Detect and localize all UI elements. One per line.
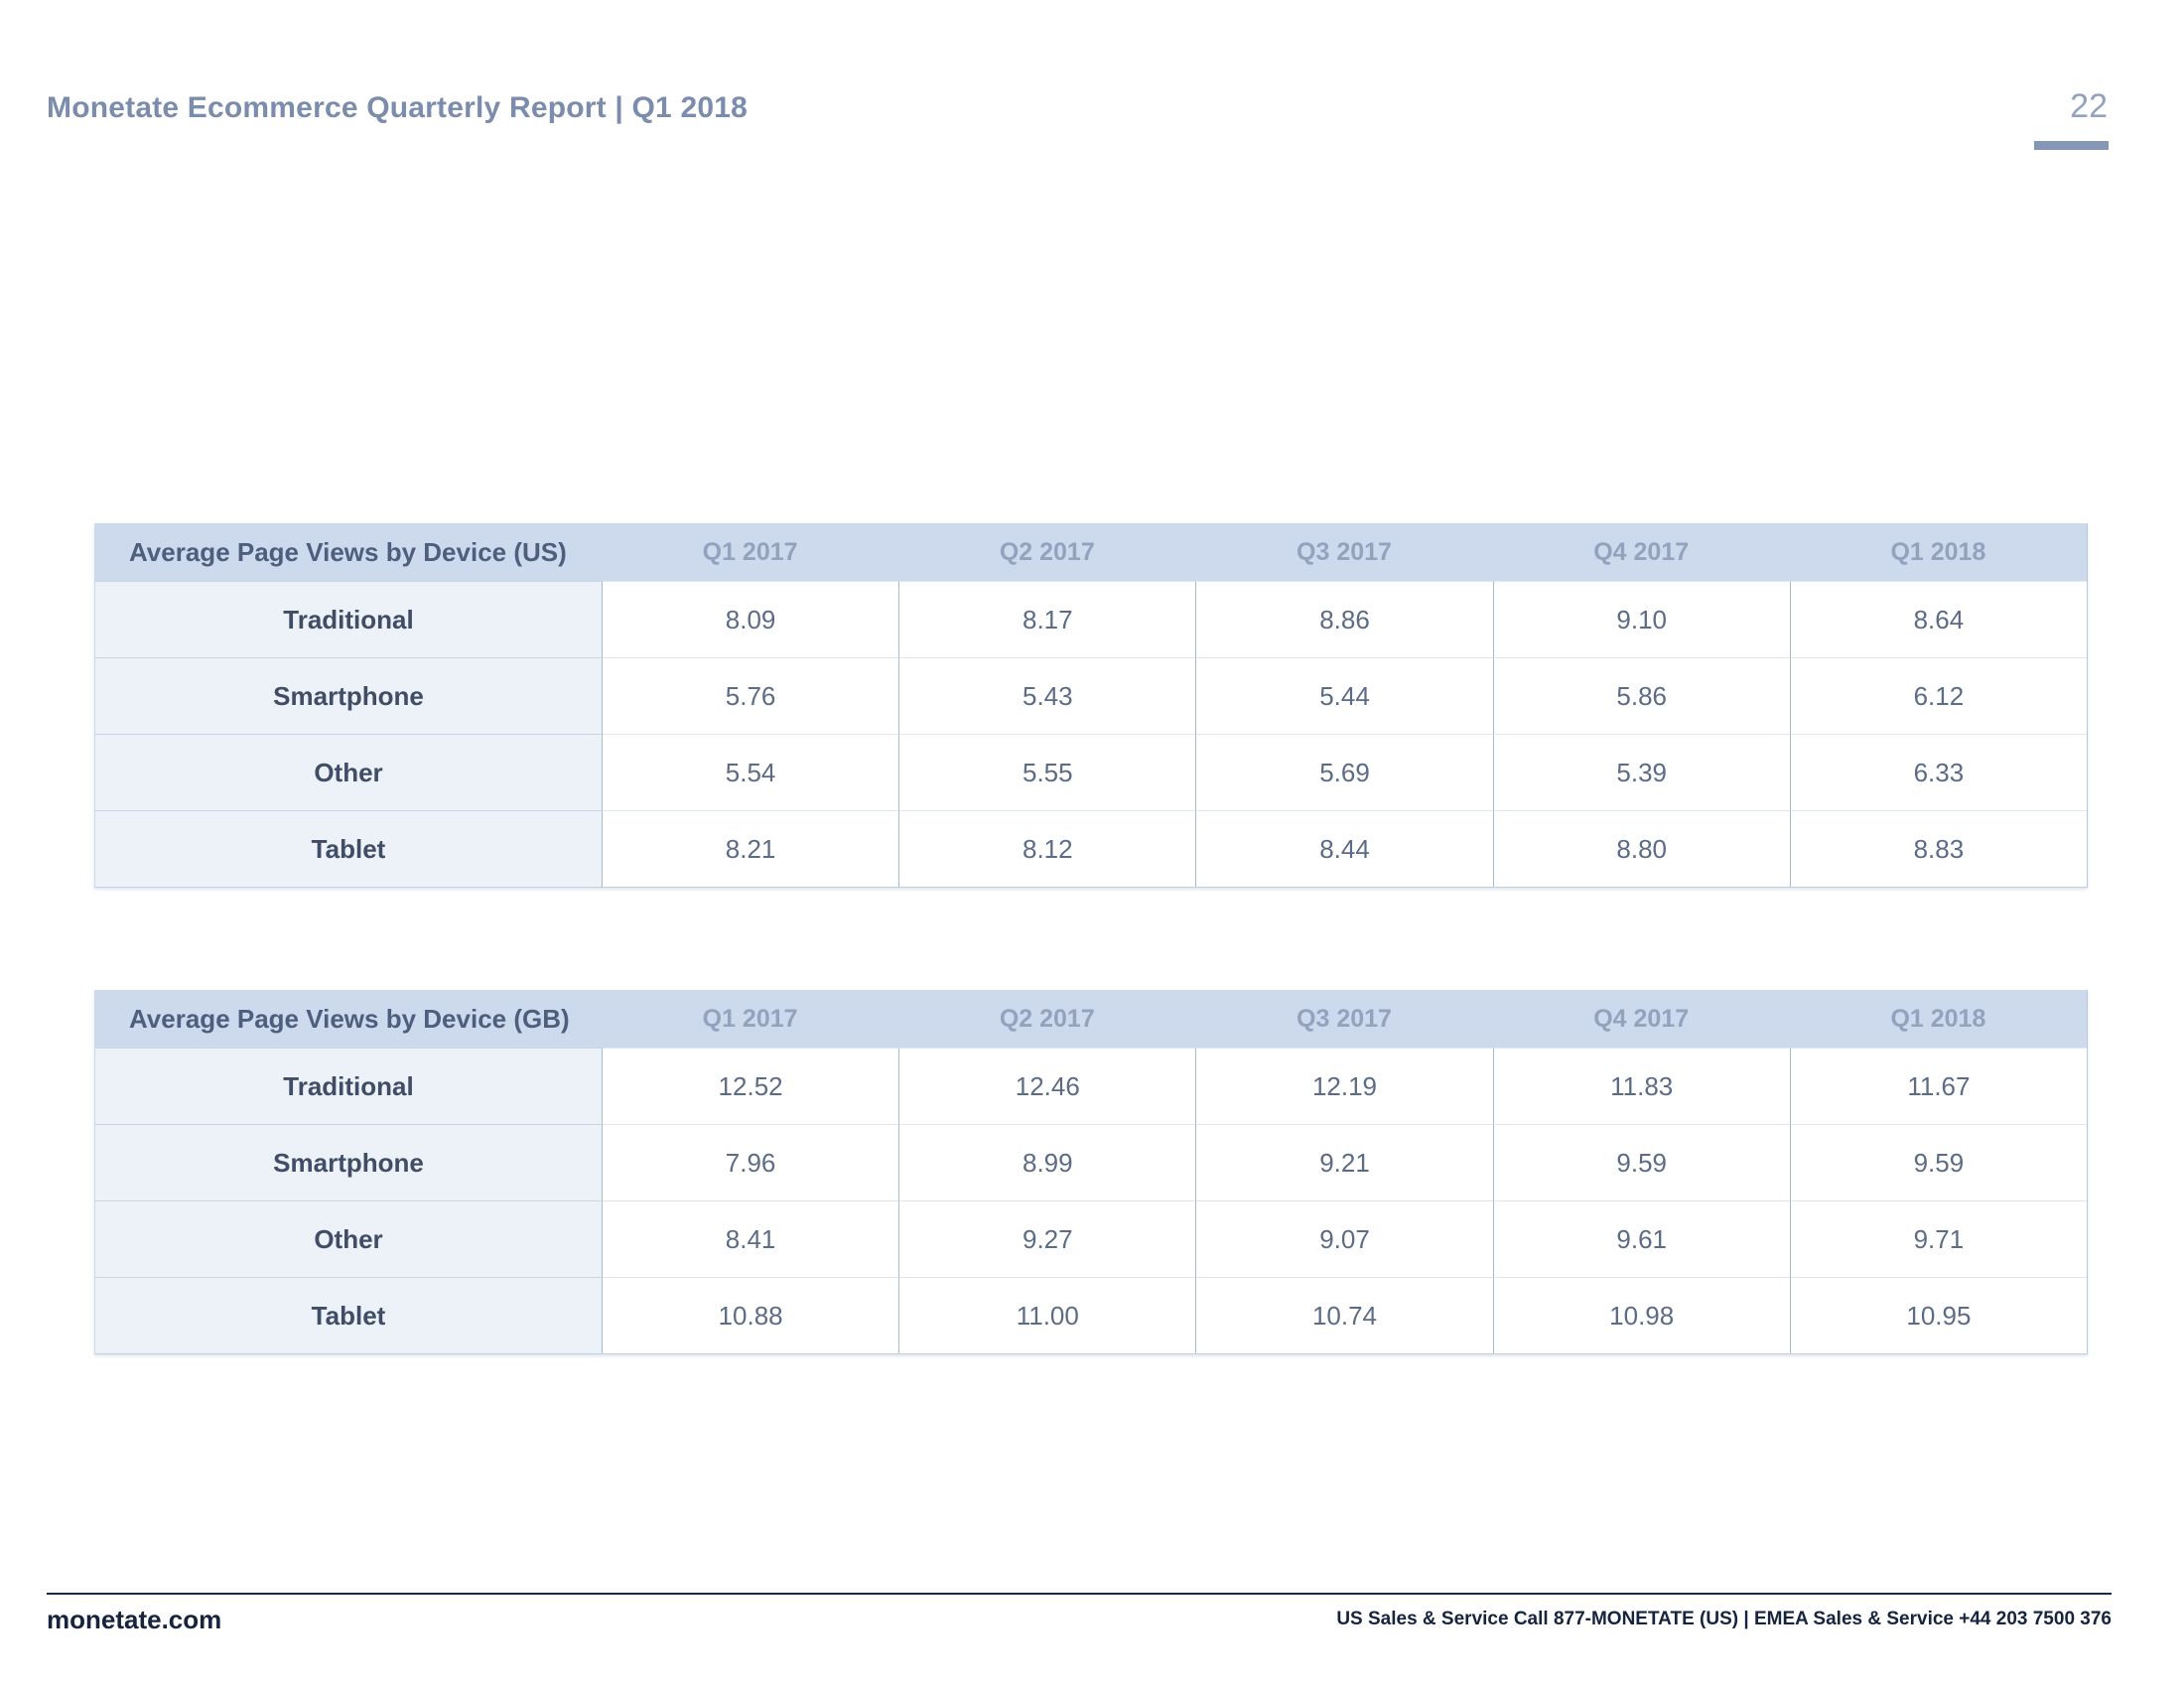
row-label: Traditional	[95, 1048, 602, 1124]
data-cell: 6.33	[1789, 734, 2087, 810]
data-cell: 8.44	[1195, 810, 1493, 887]
page-number: 22	[2070, 87, 2108, 125]
data-cell: 9.71	[1789, 1200, 2087, 1277]
data-cell: 8.17	[898, 581, 1196, 657]
data-cell: 10.74	[1195, 1277, 1493, 1353]
row-label: Smartphone	[95, 657, 602, 734]
column-header: Q1 2018	[1789, 990, 2087, 1048]
row-label: Other	[95, 1200, 602, 1277]
data-cell: 5.86	[1492, 657, 1790, 734]
data-cell: 9.10	[1492, 581, 1790, 657]
row-label: Tablet	[95, 1277, 602, 1353]
data-cell: 9.21	[1195, 1124, 1493, 1200]
data-cell: 5.54	[602, 734, 899, 810]
data-cell: 6.12	[1789, 657, 2087, 734]
column-header: Q4 2017	[1492, 990, 1790, 1048]
data-cell: 8.09	[602, 581, 899, 657]
data-cell: 5.76	[602, 657, 899, 734]
data-cell: 5.43	[898, 657, 1196, 734]
data-cell: 8.80	[1492, 810, 1790, 887]
data-cell: 11.83	[1492, 1048, 1790, 1124]
footer-divider	[47, 1593, 2112, 1595]
table-avg-page-views-us: Average Page Views by Device (US) Q1 201…	[94, 523, 2088, 888]
column-header: Q2 2017	[898, 523, 1196, 581]
data-cell: 8.64	[1789, 581, 2087, 657]
column-header: Q2 2017	[898, 990, 1196, 1048]
page-number-underline	[2034, 141, 2109, 150]
data-cell: 5.69	[1195, 734, 1493, 810]
table-avg-page-views-gb: Average Page Views by Device (GB) Q1 201…	[94, 990, 2088, 1354]
row-label: Traditional	[95, 581, 602, 657]
data-cell: 10.98	[1492, 1277, 1790, 1353]
data-cell: 8.41	[602, 1200, 899, 1277]
data-cell: 9.59	[1789, 1124, 2087, 1200]
data-cell: 8.83	[1789, 810, 2087, 887]
data-cell: 9.27	[898, 1200, 1196, 1277]
data-cell: 8.86	[1195, 581, 1493, 657]
footer-contact-info: US Sales & Service Call 877-MONETATE (US…	[1336, 1609, 2112, 1629]
row-label: Smartphone	[95, 1124, 602, 1200]
column-header: Q1 2017	[602, 523, 899, 581]
row-label: Other	[95, 734, 602, 810]
data-cell: 8.12	[898, 810, 1196, 887]
data-cell: 8.21	[602, 810, 899, 887]
data-cell: 9.61	[1492, 1200, 1790, 1277]
data-cell: 12.46	[898, 1048, 1196, 1124]
data-cell: 9.07	[1195, 1200, 1493, 1277]
data-cell: 9.59	[1492, 1124, 1790, 1200]
data-cell: 10.95	[1789, 1277, 2087, 1353]
table-title: Average Page Views by Device (GB)	[95, 990, 602, 1048]
page-title: Monetate Ecommerce Quarterly Report | Q1…	[47, 91, 748, 124]
column-header: Q4 2017	[1492, 523, 1790, 581]
data-cell: 11.00	[898, 1277, 1196, 1353]
column-header: Q1 2017	[602, 990, 899, 1048]
column-header: Q1 2018	[1789, 523, 2087, 581]
data-cell: 5.39	[1492, 734, 1790, 810]
data-cell: 10.88	[602, 1277, 899, 1353]
row-label: Tablet	[95, 810, 602, 887]
data-cell: 5.55	[898, 734, 1196, 810]
data-cell: 11.67	[1789, 1048, 2087, 1124]
data-cell: 12.19	[1195, 1048, 1493, 1124]
data-cell: 12.52	[602, 1048, 899, 1124]
column-header: Q3 2017	[1195, 990, 1493, 1048]
table-title: Average Page Views by Device (US)	[95, 523, 602, 581]
column-header: Q3 2017	[1195, 523, 1493, 581]
data-cell: 8.99	[898, 1124, 1196, 1200]
data-cell: 7.96	[602, 1124, 899, 1200]
data-cell: 5.44	[1195, 657, 1493, 734]
footer-site-wordmark: monetate.com	[47, 1605, 222, 1634]
